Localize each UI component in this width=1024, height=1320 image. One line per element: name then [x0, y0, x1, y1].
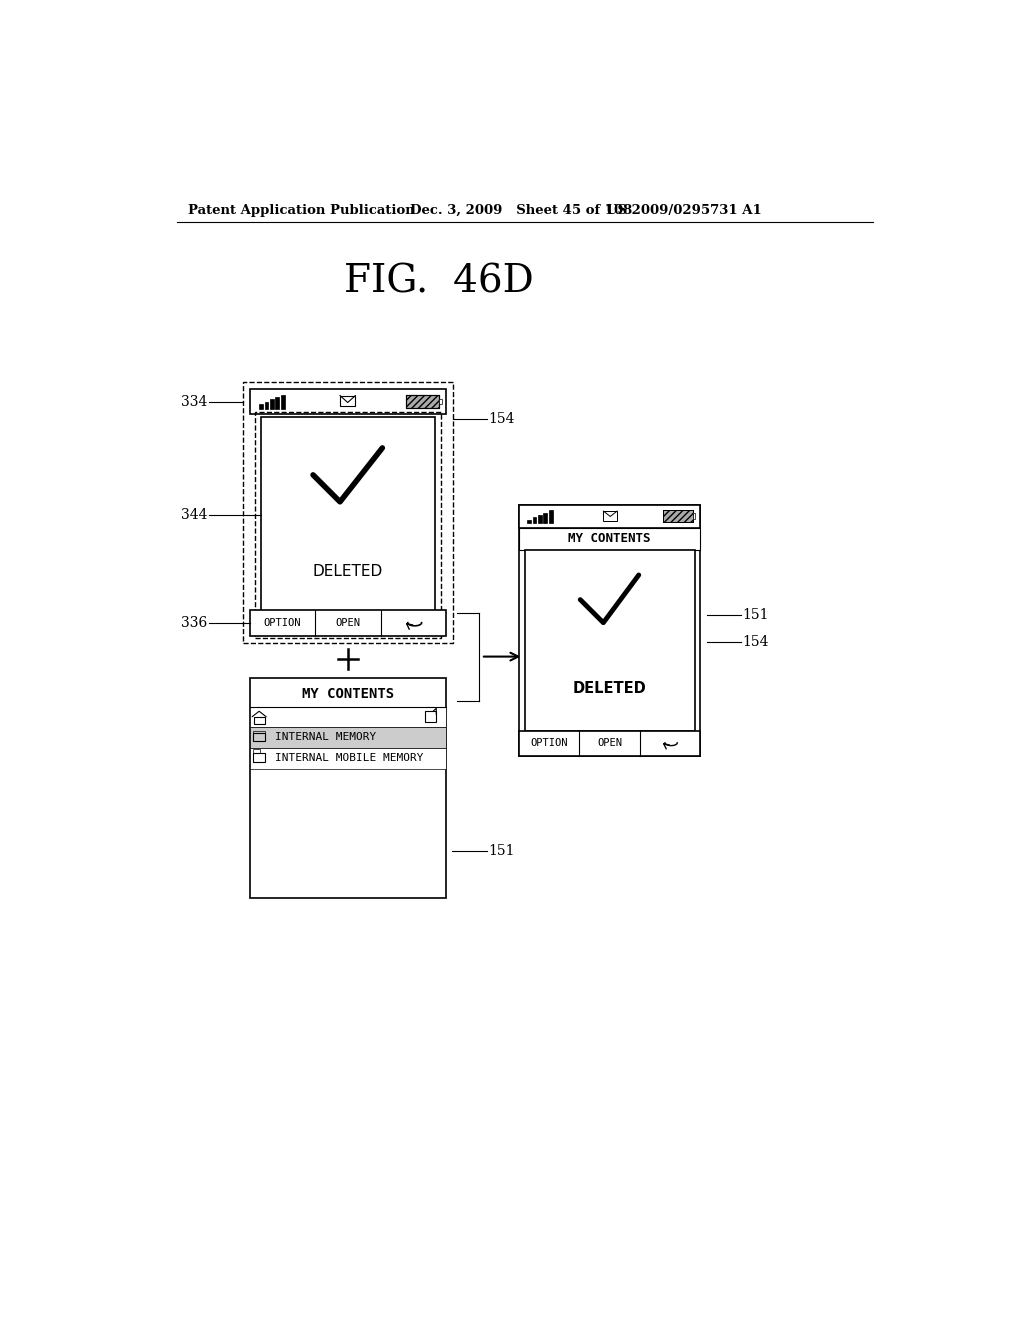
- Bar: [250, 727, 446, 748]
- Bar: [253, 733, 265, 741]
- Text: 336: 336: [181, 615, 208, 630]
- Bar: [519, 730, 700, 756]
- Bar: [275, 397, 280, 409]
- Bar: [259, 404, 263, 409]
- Bar: [664, 511, 692, 521]
- Bar: [281, 395, 285, 409]
- Bar: [549, 511, 553, 524]
- Bar: [692, 513, 695, 519]
- Bar: [250, 748, 446, 770]
- Bar: [250, 708, 446, 727]
- Text: MY CONTENTS: MY CONTENTS: [568, 532, 650, 545]
- Bar: [243, 383, 454, 643]
- Bar: [532, 517, 537, 524]
- Bar: [524, 549, 695, 730]
- Text: OPEN: OPEN: [335, 618, 360, 628]
- Bar: [250, 389, 446, 414]
- Text: 154: 154: [742, 635, 769, 649]
- Text: DELETED: DELETED: [572, 681, 646, 696]
- Bar: [664, 511, 692, 521]
- Text: INTERNAL MOBILE MEMORY: INTERNAL MOBILE MEMORY: [274, 754, 423, 763]
- Text: 344: 344: [181, 508, 208, 521]
- Bar: [527, 520, 531, 524]
- Text: Dec. 3, 2009   Sheet 45 of 108: Dec. 3, 2009 Sheet 45 of 108: [410, 205, 632, 218]
- Bar: [253, 748, 260, 752]
- Text: US 2009/0295731 A1: US 2009/0295731 A1: [606, 205, 762, 218]
- Bar: [519, 504, 700, 528]
- Bar: [407, 395, 438, 408]
- Text: 334: 334: [181, 395, 208, 409]
- Bar: [519, 528, 700, 549]
- Bar: [250, 610, 446, 636]
- Bar: [254, 717, 264, 725]
- Bar: [340, 396, 355, 407]
- Text: DELETED: DELETED: [312, 564, 383, 578]
- Text: MY CONTENTS: MY CONTENTS: [302, 688, 394, 701]
- Text: OPEN: OPEN: [597, 738, 622, 748]
- Bar: [519, 506, 700, 756]
- Bar: [270, 400, 273, 409]
- Bar: [603, 511, 617, 521]
- Text: Patent Application Publication: Patent Application Publication: [188, 205, 415, 218]
- Text: 154: 154: [488, 412, 515, 426]
- Text: OPTION: OPTION: [530, 738, 568, 748]
- Bar: [250, 678, 446, 898]
- Bar: [544, 512, 547, 524]
- Bar: [253, 730, 265, 733]
- Text: OPTION: OPTION: [263, 618, 301, 628]
- Bar: [438, 399, 441, 404]
- Bar: [253, 752, 265, 762]
- Text: 151: 151: [742, 609, 769, 622]
- Text: 151: 151: [488, 845, 515, 858]
- Bar: [264, 401, 268, 409]
- Bar: [407, 395, 438, 408]
- Bar: [538, 515, 542, 524]
- Text: INTERNAL MEMORY: INTERNAL MEMORY: [274, 733, 376, 742]
- Bar: [261, 417, 435, 614]
- Bar: [425, 711, 436, 722]
- Bar: [255, 412, 441, 638]
- Text: FIG.  46D: FIG. 46D: [344, 263, 534, 300]
